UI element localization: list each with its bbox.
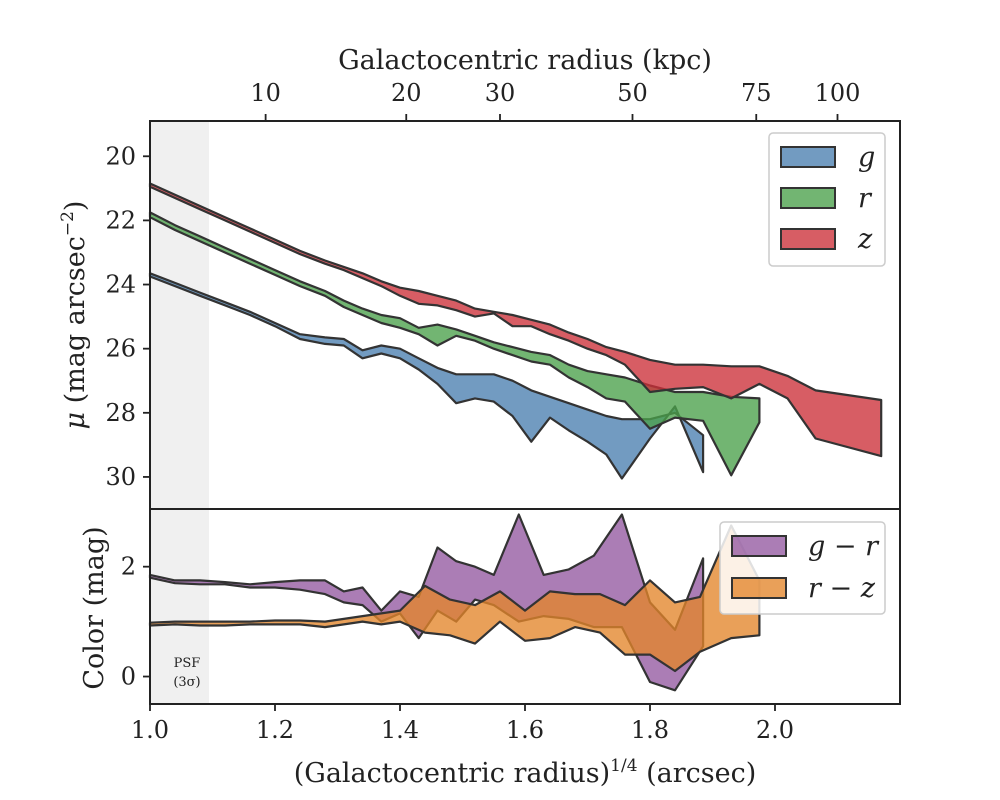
top-axis-tick-label: 20 (391, 79, 422, 107)
axis-ticks: 20 22 24 26 28 30 0 2 1.0 1.2 1.4 1.6 1.8 2.0 10 20 30 50… (105, 79, 860, 744)
legend-swatch-z (780, 228, 836, 250)
legend-label-r: r (858, 183, 873, 214)
legend-swatch-r (780, 187, 836, 209)
y-tick-label-top: 28 (105, 399, 136, 427)
top-axis-tick-label: 100 (815, 79, 861, 107)
legend-swatch-g-r (731, 535, 787, 557)
surface-brightness-series (148, 182, 883, 480)
legend-label-g-r: g − r (808, 531, 880, 562)
series-band-z (148, 182, 883, 458)
psf-label-line2: (3σ) (173, 675, 200, 690)
y-axis-title-top: μ (mag arcsec−2) (58, 201, 91, 430)
legend-bottom: g − r r − z (719, 521, 886, 615)
x-axis-title: (Galactocentric radius)1/4 (arcsec) (294, 756, 757, 789)
top-axis-tick-label: 30 (485, 79, 516, 107)
color-series (148, 513, 761, 692)
legend-swatch-r-z (731, 577, 787, 599)
y-tick-label-top: 20 (105, 142, 136, 170)
series-band-g (148, 272, 705, 480)
y-tick-label-bottom: 2 (121, 553, 136, 581)
x-tick-label: 1.2 (256, 716, 294, 744)
legend-label-g: g (858, 142, 875, 173)
legend-top: g r z (768, 132, 886, 267)
x-tick-label: 1.0 (131, 716, 169, 744)
psf-region-top (150, 121, 209, 509)
y-tick-label-top: 24 (105, 271, 136, 299)
top-axis-title: Galactocentric radius (kpc) (338, 45, 712, 76)
psf-label-line1: PSF (174, 656, 201, 671)
top-axis-tick-label: 50 (617, 79, 648, 107)
x-tick-label: 1.6 (506, 716, 544, 744)
psf-region-bottom (150, 509, 209, 704)
y-tick-label-bottom: 0 (121, 663, 136, 691)
x-tick-label: 1.8 (631, 716, 669, 744)
y-axis-title-bottom: Color (mag) (79, 526, 110, 689)
series-band-r (148, 211, 761, 477)
y-tick-label-top: 26 (105, 335, 136, 363)
legend-label-z: z (857, 224, 873, 255)
y-tick-label-top: 30 (105, 463, 136, 491)
x-tick-label: 1.4 (381, 716, 419, 744)
series-band-r-z (148, 524, 761, 673)
top-axis-tick-label: 75 (741, 79, 772, 107)
x-tick-label: 2.0 (756, 716, 794, 744)
legend-swatch-g (780, 146, 836, 168)
y-tick-label-top: 22 (105, 206, 136, 234)
top-axis-tick-label: 10 (250, 79, 281, 107)
legend-label-r-z: r − z (808, 573, 876, 604)
